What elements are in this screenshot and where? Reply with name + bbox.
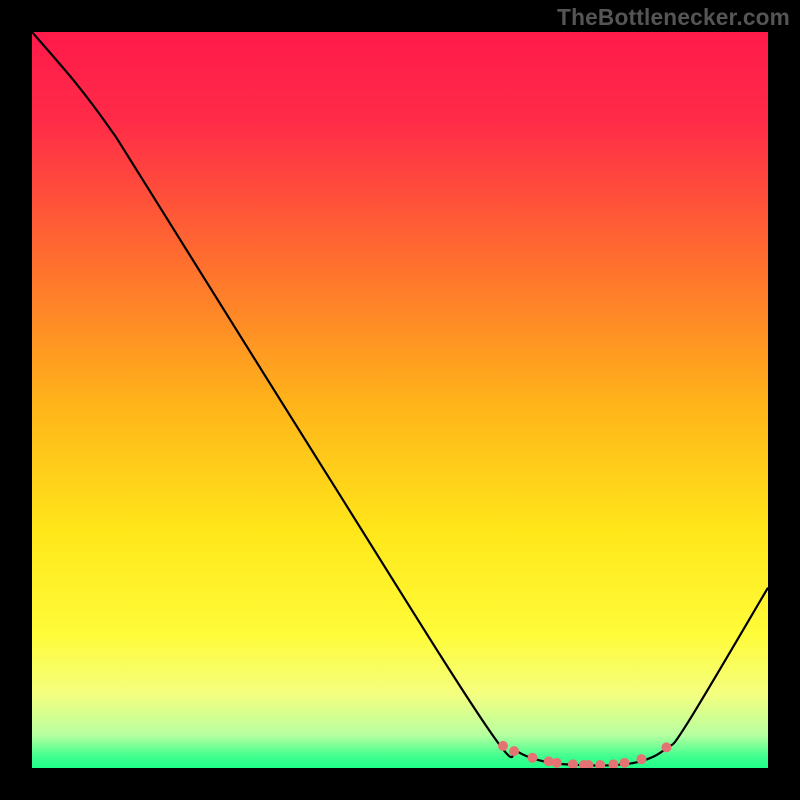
- marker-dot: [661, 742, 671, 752]
- marker-dot: [498, 741, 508, 751]
- marker-dot: [636, 754, 646, 764]
- marker-dot: [527, 753, 537, 763]
- plot-area: [32, 32, 768, 768]
- marker-dot: [608, 759, 618, 768]
- bottleneck-curve: [32, 32, 768, 766]
- marker-dot: [509, 746, 519, 756]
- marker-dot: [568, 759, 578, 768]
- marker-dot: [595, 760, 605, 768]
- marker-dot: [552, 758, 562, 768]
- chart-frame: TheBottlenecker.com: [0, 0, 800, 800]
- watermark-text: TheBottlenecker.com: [557, 4, 790, 31]
- marker-dot: [619, 758, 629, 768]
- curve-layer: [32, 32, 768, 768]
